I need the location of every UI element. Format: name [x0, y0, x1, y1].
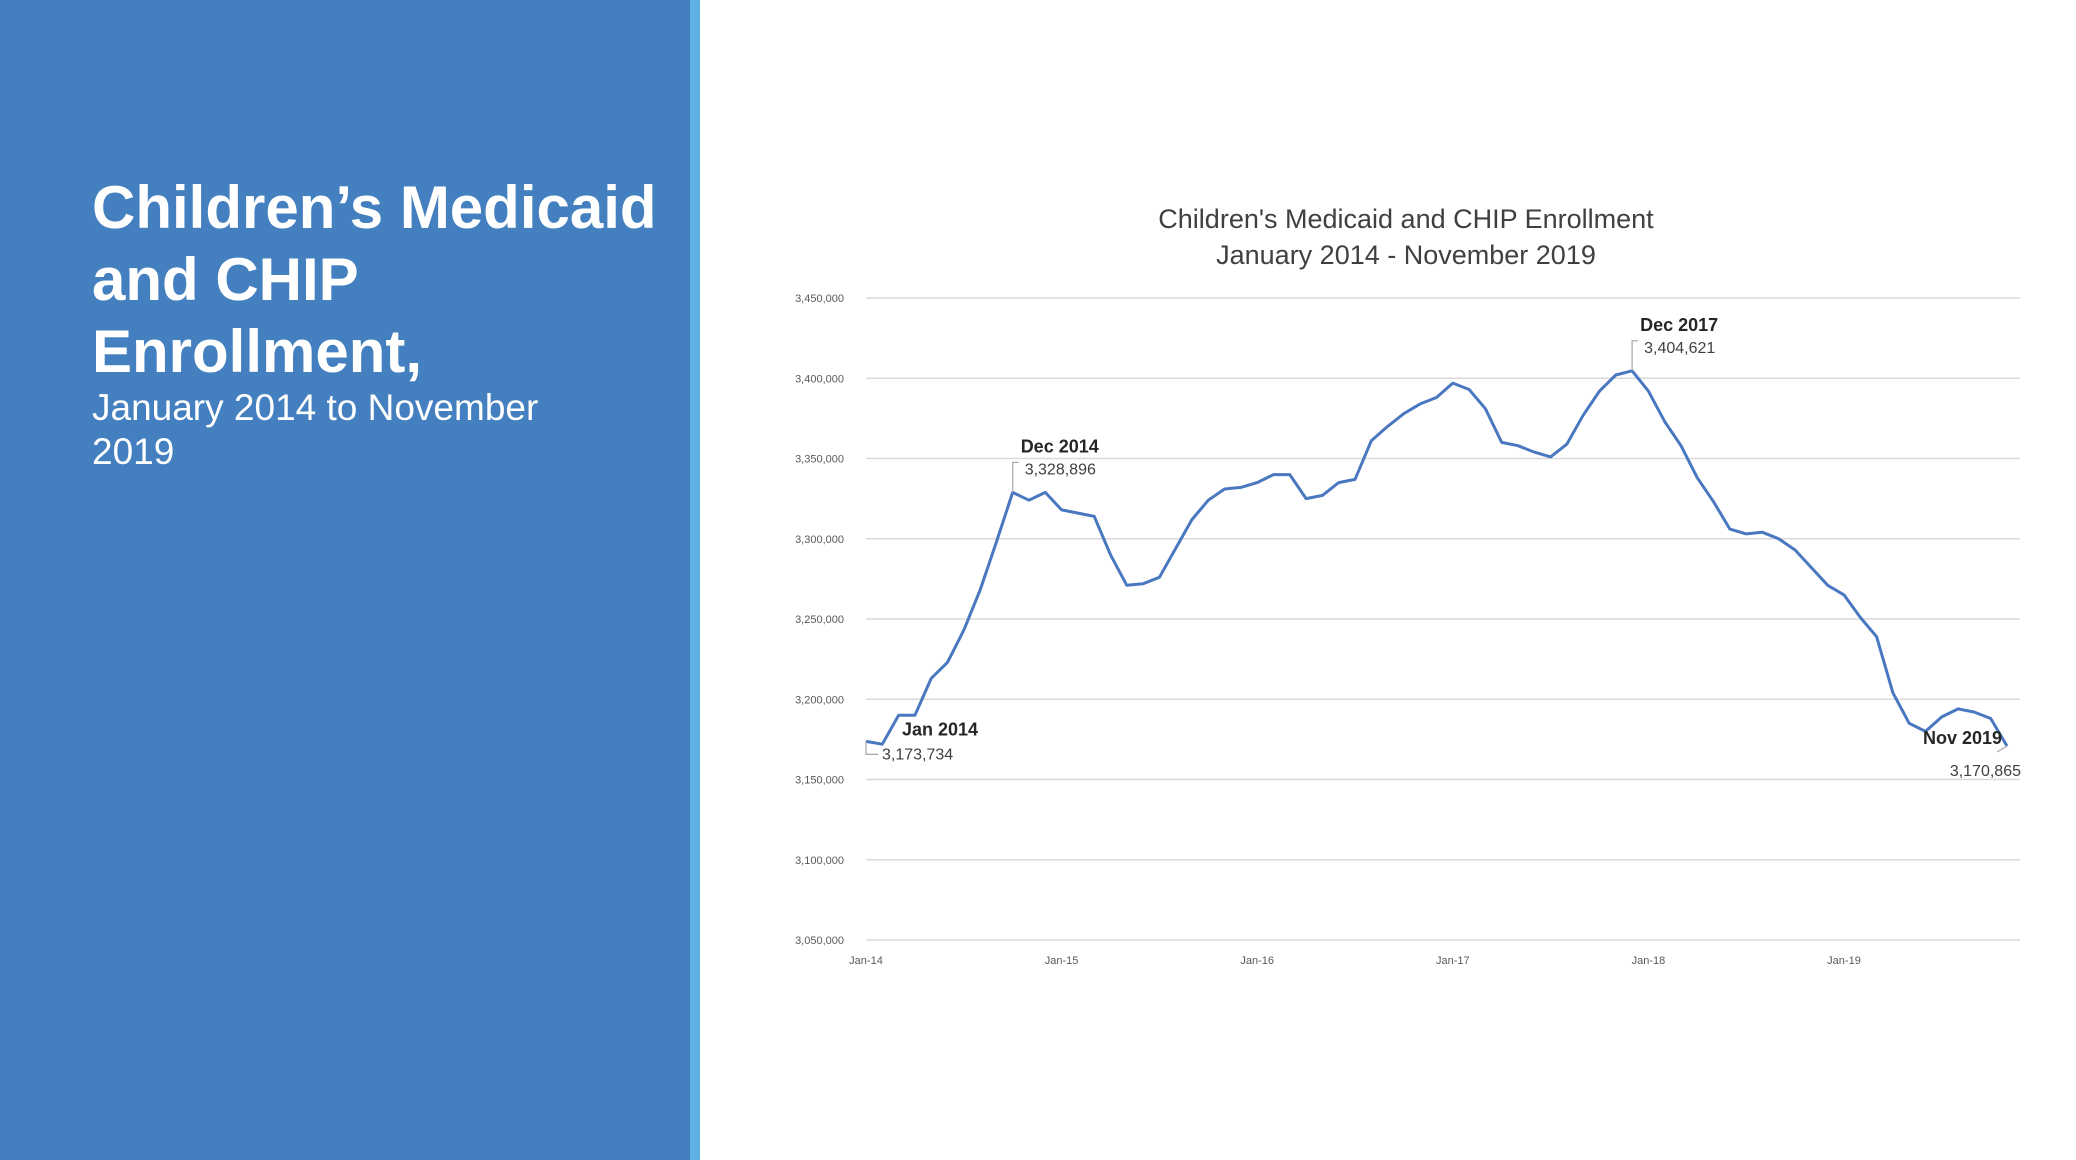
x-tick-label: Jan-14	[849, 955, 883, 967]
annotation-value: 3,328,896	[1025, 461, 1096, 478]
x-tick-label: Jan-18	[1632, 955, 1666, 967]
x-axis-ticks: Jan-14 Jan-15 Jan-16 Jan-17 Jan-18 Jan-19	[849, 955, 1861, 967]
y-tick-label: 3,450,000	[795, 293, 844, 305]
y-tick-label: 3,100,000	[795, 855, 844, 867]
x-tick-label: Jan-16	[1240, 955, 1274, 967]
annotation-value: 3,173,734	[882, 746, 953, 763]
y-tick-label: 3,250,000	[795, 614, 844, 626]
enrollment-line-chart: Children's Medicaid and CHIP Enrollment …	[795, 204, 2021, 967]
gridlines	[866, 297, 2020, 941]
series-layer	[865, 369, 2009, 747]
annotation-value: 3,404,621	[1644, 340, 1715, 357]
annotation-2017-12: Dec 2017 3,404,621	[1631, 315, 1718, 371]
annotation-leader	[865, 741, 878, 756]
annotation-label: Dec 2014	[1021, 436, 1099, 456]
annotation-label: Dec 2017	[1640, 315, 1718, 335]
annotation-2019-11: Nov 2019 3,170,865	[1923, 728, 2021, 780]
x-tick-label: Jan-17	[1436, 955, 1470, 967]
annotation-label: Nov 2019	[1923, 728, 2002, 748]
y-axis-ticks: 3,050,000 3,100,000 3,150,000 3,200,000 3,25…	[795, 293, 844, 947]
y-tick-label: 3,300,000	[795, 534, 844, 546]
annotation-2014-10: Dec 2014 3,328,896	[1012, 436, 1099, 493]
slide-subtitle: January 2014 to November 2019	[92, 387, 539, 472]
annotation-2014-01: Jan 2014 3,173,734	[865, 719, 978, 763]
accent-stripe	[690, 0, 700, 1160]
enrollment-series-line	[865, 369, 2009, 747]
chart-subtitle: January 2014 - November 2019	[1216, 240, 1596, 270]
x-tick-label: Jan-19	[1827, 955, 1861, 967]
title-panel	[0, 0, 690, 1160]
annotation-leader	[1012, 461, 1019, 493]
x-tick-label: Jan-15	[1045, 955, 1079, 967]
annotation-leader	[1996, 745, 2008, 753]
y-tick-label: 3,050,000	[795, 935, 844, 947]
slide-title: Children’s Medicaid and CHIP Enrollment,	[92, 174, 657, 385]
y-tick-label: 3,400,000	[795, 373, 844, 385]
y-tick-label: 3,150,000	[795, 775, 844, 787]
chart-title: Children's Medicaid and CHIP Enrollment	[1158, 204, 1654, 234]
annotation-label: Jan 2014	[902, 719, 978, 739]
annotation-value: 3,170,865	[1950, 763, 2021, 780]
y-tick-label: 3,200,000	[795, 694, 844, 706]
annotation-leader	[1631, 340, 1639, 371]
y-tick-label: 3,350,000	[795, 454, 844, 466]
